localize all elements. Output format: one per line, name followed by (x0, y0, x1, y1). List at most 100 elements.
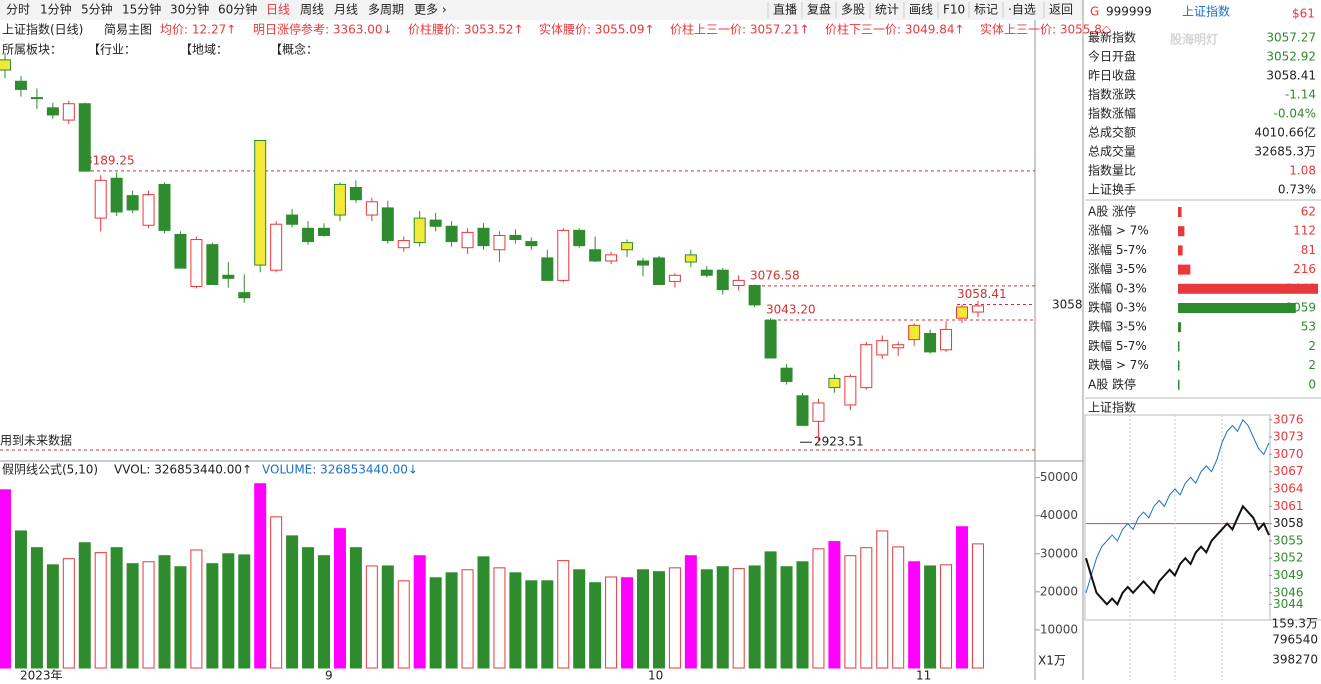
tool-button[interactable]: 统计 (875, 3, 899, 17)
volume-bar (637, 569, 649, 669)
candle (908, 324, 921, 341)
tab[interactable]: 15分钟 (122, 2, 161, 17)
tab[interactable]: 周线 (300, 3, 324, 17)
candle (94, 179, 107, 219)
candle (892, 344, 905, 349)
breadth-value: 2059 (1285, 301, 1316, 315)
mini-tick-label: 3044 (1273, 597, 1304, 611)
breadth-bar (1178, 207, 1182, 217)
x-label: 10 (648, 669, 663, 681)
candle (956, 306, 968, 319)
breadth-value: 0 (1308, 377, 1316, 391)
volume-bar (940, 564, 953, 669)
vol-header: 假阴线公式(5,10) (2, 463, 98, 477)
quote-value: 3058.41 (1266, 69, 1316, 83)
breadth-label: 涨幅 > 7% (1088, 223, 1149, 238)
breadth-label: 跌幅 > 7% (1088, 357, 1149, 372)
candle (493, 234, 506, 251)
indicator: 实体上三一价: 3055.8◇ (980, 22, 1112, 37)
candle (126, 195, 139, 211)
mini-tick-label: 3070 (1273, 447, 1304, 461)
candle (110, 177, 123, 213)
tab[interactable]: 1分钟 (40, 2, 72, 17)
tool-button[interactable]: 画线 (909, 3, 933, 17)
axis-label: 3058 (1052, 297, 1083, 311)
level-label: 3058.41 (957, 287, 1007, 301)
quote-label: 上证换手 (1088, 183, 1136, 197)
volume-bar (748, 565, 761, 669)
volume-bar (716, 566, 729, 669)
tab[interactable]: 30分钟 (170, 2, 209, 17)
tool-button[interactable]: 直播 (773, 3, 797, 17)
tab[interactable]: 60分钟 (218, 2, 257, 17)
volume-bar (493, 567, 506, 669)
tab[interactable]: 更多 › (414, 3, 447, 17)
breadth-bar (1178, 341, 1180, 352)
volume-bar (14, 530, 27, 669)
tool-button[interactable]: 标记 (974, 3, 998, 17)
volume-bar (254, 483, 267, 669)
candle (541, 257, 554, 281)
mini-tick-label: 3046 (1273, 585, 1304, 599)
candle (429, 219, 442, 227)
volume-bar (892, 546, 905, 669)
tool-button[interactable]: F10 (943, 3, 965, 17)
candle (860, 344, 873, 389)
vol-tick-label: 20000 (1040, 584, 1078, 598)
vol-tick-label: 40000 (1040, 508, 1078, 522)
vol-header: VVOL: 326853440.00↑ (114, 463, 252, 477)
candle (142, 194, 155, 226)
volume-bar (0, 489, 11, 669)
candle (477, 227, 490, 247)
candle (589, 249, 602, 262)
mini-tick-label: 3073 (1273, 430, 1304, 444)
level-label: 2923.51 (814, 435, 864, 449)
candle (812, 402, 825, 422)
volume-bar (668, 567, 681, 669)
volume-bar (174, 566, 187, 669)
quote-label: 最新指数 (1088, 30, 1136, 45)
quote-label: 总成交量 (1088, 144, 1136, 159)
candle (924, 332, 937, 353)
tab[interactable]: 分时 (6, 3, 30, 17)
volume-bar (302, 547, 315, 669)
volume-bar (30, 547, 43, 669)
candle (525, 241, 538, 247)
volume-bar (589, 582, 602, 669)
tab[interactable]: 月线 (334, 3, 358, 17)
mini-line (1085, 504, 1270, 607)
candle (637, 260, 649, 266)
candle (190, 239, 203, 288)
tool-button[interactable]: 复盘 (807, 2, 831, 17)
breadth-value: 62 (1301, 205, 1316, 219)
candle (621, 242, 634, 251)
x-label: 9 (325, 669, 333, 681)
tool-button[interactable]: 返回 (1049, 3, 1073, 17)
quote-label: 总成交额 (1088, 125, 1136, 140)
volume-bar (397, 580, 410, 669)
candle (509, 234, 522, 241)
volume-bar (796, 561, 809, 669)
level-label: 3189.25 (85, 153, 135, 167)
volume-bar (62, 558, 75, 669)
candle (270, 223, 283, 271)
vol-tick-label: 30000 (1040, 546, 1078, 560)
quote-label: 今日开盘 (1088, 49, 1136, 64)
candle (30, 97, 43, 100)
candle (397, 240, 410, 249)
tool-button[interactable]: ·自选 (1008, 3, 1036, 17)
tool-button[interactable]: 多股 (841, 3, 865, 17)
candle (413, 217, 426, 244)
candle (573, 229, 586, 247)
tab[interactable]: 日线 (266, 3, 290, 17)
candle (46, 107, 59, 116)
tab[interactable]: 多周期 (368, 3, 404, 17)
candle (971, 305, 984, 313)
tab[interactable]: 5分钟 (81, 2, 113, 17)
volume-bar (461, 569, 474, 669)
mini-tick-label: 3049 (1273, 568, 1304, 582)
volume-bar (381, 565, 394, 669)
candle (828, 377, 841, 389)
quote-label: 指数涨幅 (1088, 106, 1136, 121)
